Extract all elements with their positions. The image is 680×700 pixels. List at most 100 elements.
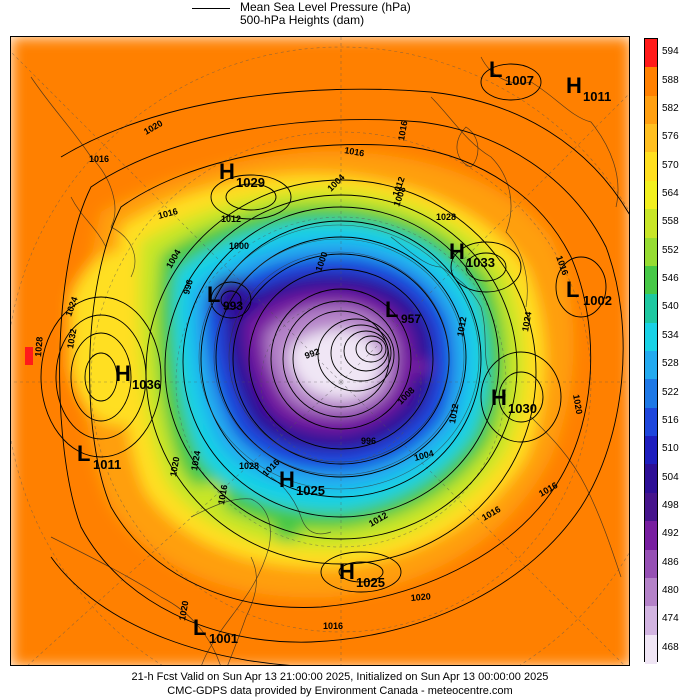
colorbar-level-label: 522 <box>662 386 679 398</box>
svg-text:1025: 1025 <box>356 575 385 590</box>
contour-label: 1016 <box>323 621 343 631</box>
svg-text:1001: 1001 <box>209 631 238 646</box>
colorbar-level-label: 558 <box>662 216 679 228</box>
contour-label: 1000 <box>229 241 249 251</box>
contour-label: 1016 <box>396 120 409 141</box>
svg-text:L: L <box>489 57 502 82</box>
colorbar-level-label: 552 <box>662 244 679 256</box>
colorbar-segment <box>645 322 657 352</box>
colorbar-segment <box>645 39 657 68</box>
low-center: L 1002 <box>566 277 612 308</box>
colorbar-level-label: 516 <box>662 414 679 426</box>
legend-mslp-label: Mean Sea Level Pressure (hPa) <box>240 0 411 14</box>
colorbar-segment <box>645 95 657 125</box>
svg-text:L: L <box>385 297 398 322</box>
svg-text:L: L <box>566 277 579 302</box>
svg-text:993: 993 <box>223 299 243 313</box>
colorbar-level-label: 510 <box>662 443 679 455</box>
colorbar-level-label: 492 <box>662 528 679 540</box>
svg-text:1036: 1036 <box>132 377 161 392</box>
contour-label: 1028 <box>239 461 259 471</box>
colorbar-level-label: 480 <box>662 585 679 597</box>
high-center: H 1036 <box>115 361 161 392</box>
colorbar-level-label: 564 <box>662 188 679 199</box>
contour-label: 1024 <box>520 311 533 332</box>
svg-text:H: H <box>491 385 507 410</box>
svg-text:1030: 1030 <box>508 401 537 416</box>
svg-text:1025: 1025 <box>296 483 325 498</box>
low-center: L 1011 <box>77 441 121 472</box>
isobars <box>40 63 629 665</box>
colorbar-level-label: 486 <box>662 556 679 568</box>
contour-label: 1016 <box>344 145 365 158</box>
colorbar-segment <box>645 577 657 607</box>
contour-label: 1012 <box>447 403 460 424</box>
svg-text:H: H <box>279 467 295 492</box>
contour-label: 1020 <box>177 600 190 621</box>
low-center: L 1007 <box>489 57 534 88</box>
svg-text:1007: 1007 <box>505 73 534 88</box>
contour-label: 1020 <box>168 456 181 477</box>
colorbar-level-label: 474 <box>662 613 679 625</box>
contour-label: 1028 <box>436 212 456 222</box>
high-center: H 1029 <box>219 159 265 190</box>
colorbar-level-label: 582 <box>662 102 679 114</box>
contour-label: 996 <box>181 278 195 295</box>
svg-text:1029: 1029 <box>236 175 265 190</box>
svg-text:H: H <box>566 73 582 98</box>
low-center: L 1001 <box>193 615 238 646</box>
svg-text:H: H <box>449 239 465 264</box>
colorbar-segment <box>645 549 657 579</box>
svg-text:H: H <box>339 559 355 584</box>
colorbar-segment <box>645 379 657 409</box>
colorbar-segment <box>645 464 657 494</box>
svg-text:L: L <box>207 282 220 307</box>
high-center: H 1030 <box>491 385 537 416</box>
contour-label: 1020 <box>410 591 431 603</box>
high-center: H 1011 <box>566 73 611 104</box>
weather-map: 1020 1016 1016 1016 1012 1000 1004 996 1… <box>10 36 630 666</box>
contour-label: 996 <box>361 436 376 446</box>
colorbar-segment <box>645 492 657 522</box>
colorbar-segment <box>645 521 657 551</box>
pressure-centers: L 1007 H 1011 H 1029 H 1033 L 1002 L 993 <box>77 57 612 646</box>
svg-text:H: H <box>219 159 235 184</box>
high-center: H 1025 <box>279 467 325 498</box>
colorbar-level-label: 534 <box>662 329 679 341</box>
colorbar-segment <box>645 351 657 380</box>
colorbar-segment <box>645 237 657 267</box>
svg-text:1011: 1011 <box>93 457 121 472</box>
lat-lon-grid <box>11 37 629 665</box>
colorbar-level-label: 546 <box>662 273 679 285</box>
colorbar-segment <box>645 67 657 97</box>
colorbar-segment <box>645 634 657 664</box>
height-max-592-patch <box>25 347 33 365</box>
contour-label: 992 <box>303 346 321 361</box>
low-center: L 993 <box>207 282 243 313</box>
map-canvas: 1020 1016 1016 1016 1012 1000 1004 996 1… <box>11 37 629 665</box>
colorbar-segment <box>645 436 657 466</box>
svg-text:1011: 1011 <box>583 89 611 104</box>
svg-text:1002: 1002 <box>583 293 612 308</box>
forecast-valid-caption: 21-h Fcst Valid on Sun Apr 13 21:00:00 2… <box>131 671 549 683</box>
colorbar-level-label: 588 <box>662 74 679 86</box>
contour-label: 1024 <box>189 450 202 471</box>
colorbar-level-label: 528 <box>662 358 679 370</box>
low-center: L 957 <box>385 297 421 326</box>
height-colorbar <box>644 38 658 664</box>
contour-label: 1012 <box>455 316 468 337</box>
colorbar-level-label: 504 <box>662 471 679 483</box>
svg-text:1033: 1033 <box>466 255 495 270</box>
colorbar-segment <box>645 180 657 210</box>
colorbar-segment <box>645 124 657 154</box>
contour-label: 1032 <box>65 328 78 349</box>
colorbar-segment <box>645 407 657 437</box>
colorbar-segment <box>645 265 657 295</box>
coastlines <box>30 56 622 665</box>
contour-label: 1016 <box>216 484 229 505</box>
colorbar-segment <box>645 606 657 636</box>
colorbar-level-label: 594 <box>662 46 679 58</box>
colorbar-level-label: 570 <box>662 159 679 171</box>
contour-label: 1012 <box>221 214 241 224</box>
data-source-caption: CMC-GDPS data provided by Environment Ca… <box>167 685 513 697</box>
